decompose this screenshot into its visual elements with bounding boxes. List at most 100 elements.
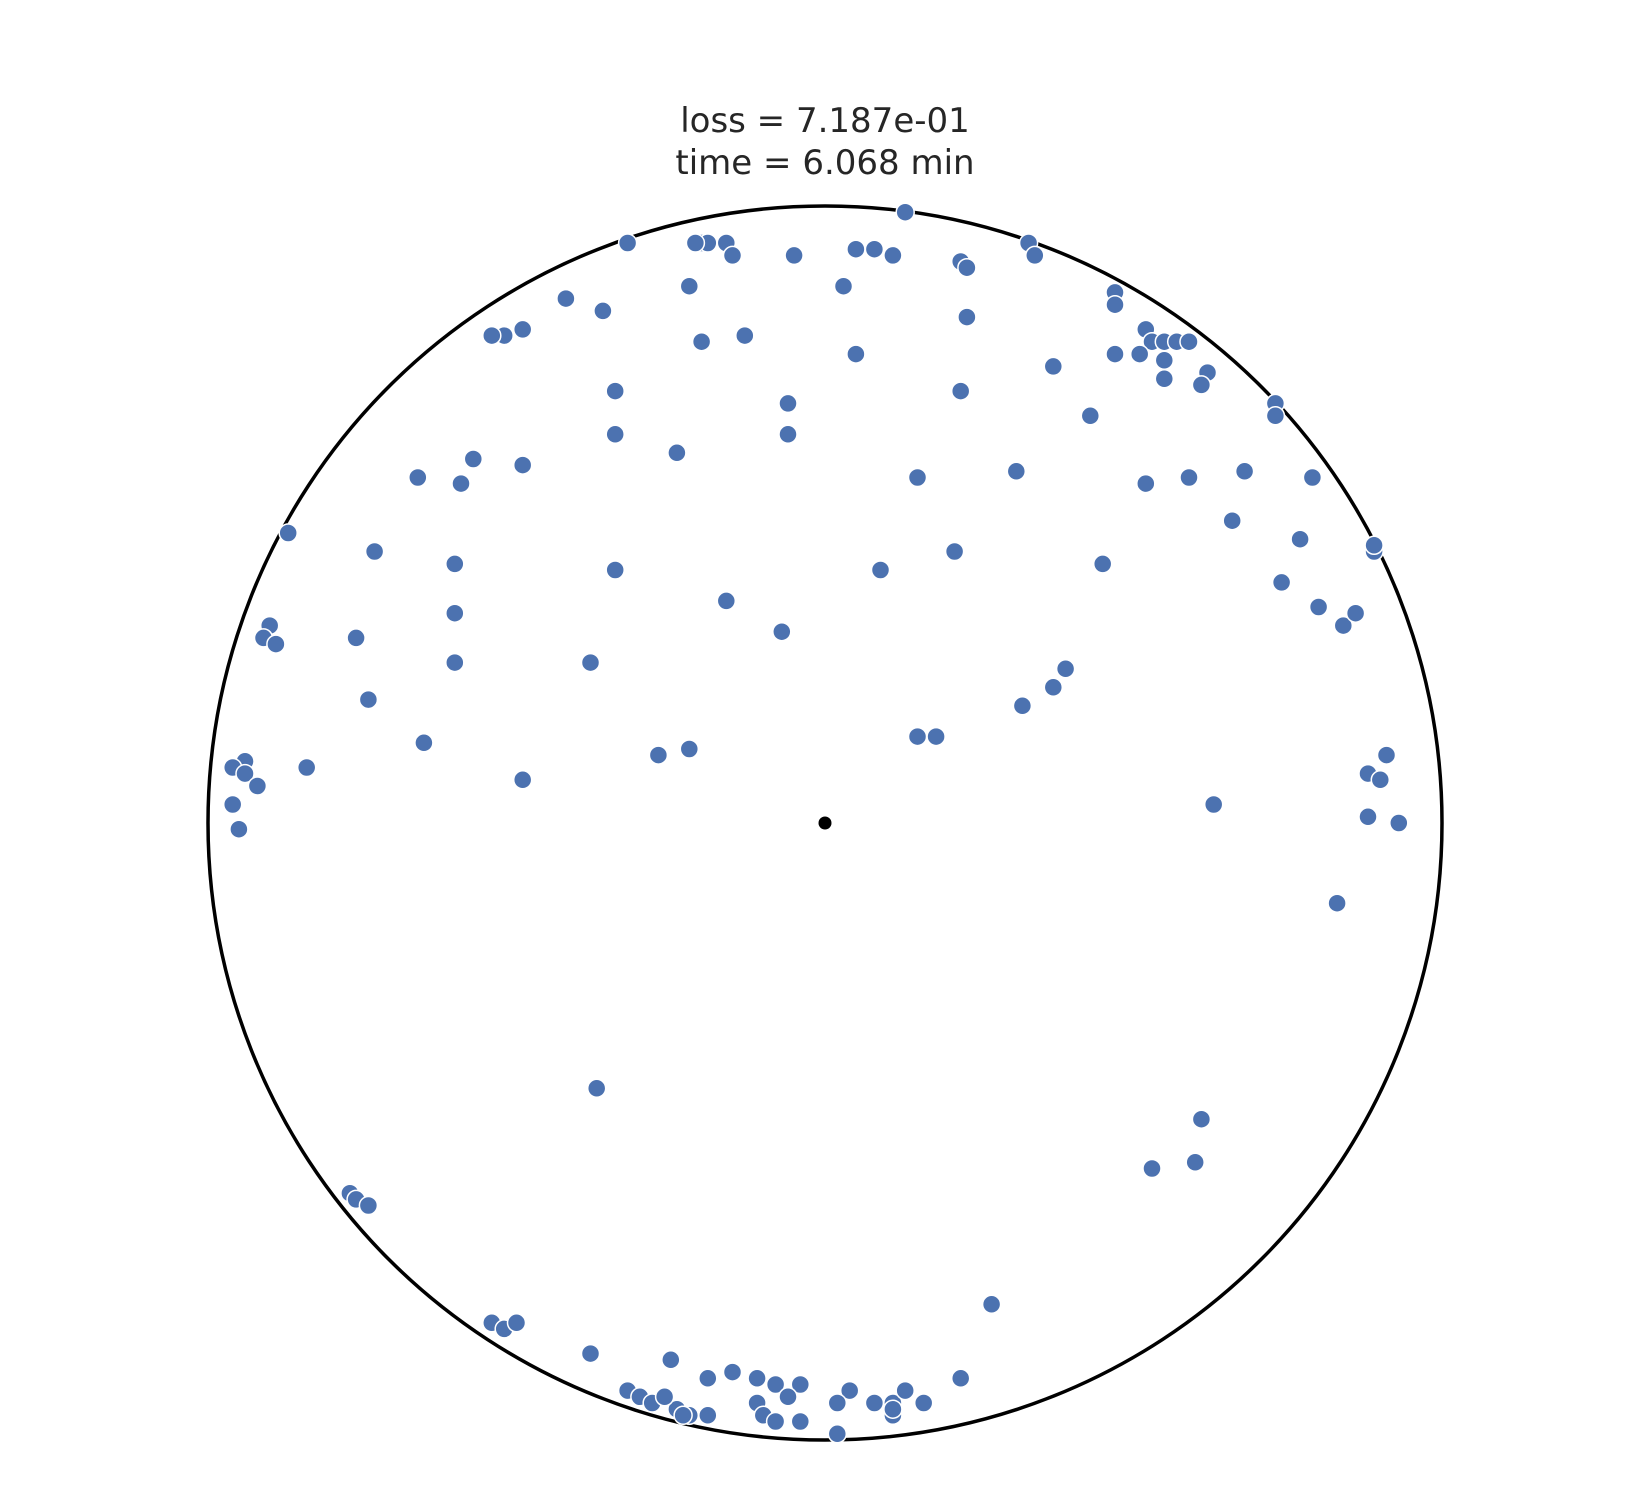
data-point-76	[772, 621, 792, 642]
chart-title-line-2: time = 6.068 min	[675, 143, 974, 183]
data-point-139	[827, 1393, 848, 1413]
data-point-86	[1012, 696, 1033, 716]
data-point-53	[907, 467, 928, 488]
data-point-3	[685, 233, 706, 253]
data-point-87	[414, 733, 434, 753]
data-point-129	[765, 1411, 786, 1432]
data-point-108	[1191, 1109, 1212, 1129]
data-point-9	[883, 245, 903, 266]
data-point-10	[895, 202, 915, 222]
data-point-65	[870, 560, 891, 580]
data-point-64	[605, 560, 625, 580]
data-point-128	[790, 1411, 811, 1432]
data-point-21	[512, 319, 533, 340]
data-point-6	[784, 245, 804, 266]
data-point-49	[451, 473, 471, 494]
data-point-72	[1333, 615, 1354, 636]
data-point-36	[1043, 356, 1064, 377]
data-point-113	[358, 1195, 379, 1216]
data-point-39	[1191, 375, 1212, 395]
data-point-44	[1265, 406, 1286, 426]
data-point-17	[556, 288, 576, 309]
data-point-81	[445, 652, 465, 673]
data-point-122	[747, 1368, 767, 1389]
data-point-101	[222, 794, 243, 815]
data-point-24	[846, 344, 866, 364]
data-point-144	[950, 1368, 971, 1389]
data-point-89	[679, 739, 700, 759]
data-point-48	[667, 443, 687, 463]
data-point-73	[1345, 603, 1366, 623]
data-point-0	[617, 233, 638, 253]
data-point-63	[445, 554, 465, 574]
data-point-85	[358, 689, 379, 710]
data-point-69	[1364, 535, 1384, 556]
data-point-145	[913, 1393, 934, 1413]
data-point-35	[1154, 350, 1175, 371]
data-point-57	[1234, 461, 1255, 482]
data-point-12	[957, 257, 977, 278]
data-point-33	[1105, 344, 1125, 364]
data-point-84	[1043, 677, 1064, 698]
data-point-140	[864, 1393, 885, 1413]
data-point-34	[1129, 344, 1150, 364]
data-point-45	[1080, 406, 1101, 426]
data-point-40	[605, 381, 625, 401]
data-point-32	[1179, 331, 1199, 352]
data-point-47	[778, 424, 798, 445]
data-point-55	[1136, 473, 1156, 494]
data-point-118	[580, 1343, 601, 1364]
data-point-106	[1327, 893, 1347, 913]
data-point-67	[1092, 554, 1113, 574]
data-point-51	[512, 455, 533, 475]
data-point-97	[512, 770, 533, 790]
data-point-99	[1370, 770, 1391, 790]
data-point-119	[661, 1350, 681, 1370]
data-point-95	[247, 776, 268, 796]
data-point-109	[1142, 1158, 1162, 1179]
data-point-56	[1179, 467, 1199, 488]
data-point-137	[673, 1405, 693, 1426]
data-point-88	[648, 745, 669, 765]
data-point-96	[296, 757, 317, 778]
data-point-20	[482, 325, 502, 346]
data-point-114	[981, 1294, 1002, 1315]
chart-title-line-1: loss = 7.187e-01	[680, 101, 970, 141]
data-point-104	[1358, 807, 1378, 827]
unit-circle-boundary	[206, 204, 1444, 1442]
data-point-61	[278, 523, 298, 543]
data-point-138	[839, 1380, 860, 1401]
data-point-46	[605, 424, 625, 445]
data-point-100	[1376, 745, 1397, 765]
data-point-23	[735, 325, 755, 346]
data-point-79	[266, 634, 286, 654]
data-points	[222, 202, 1409, 1444]
data-point-91	[926, 726, 946, 747]
data-point-58	[1302, 467, 1323, 488]
data-point-124	[790, 1374, 811, 1395]
data-point-27	[1105, 294, 1125, 315]
data-point-8	[864, 239, 885, 259]
data-point-62	[364, 541, 385, 562]
data-point-14	[1025, 245, 1045, 266]
data-point-75	[716, 591, 737, 611]
data-point-147	[883, 1399, 903, 1419]
data-point-126	[778, 1387, 798, 1407]
data-point-71	[1308, 597, 1329, 617]
data-point-121	[722, 1362, 743, 1382]
data-point-52	[408, 467, 428, 488]
data-point-105	[1389, 813, 1409, 833]
data-point-107	[586, 1078, 607, 1099]
data-point-42	[950, 381, 971, 401]
data-point-90	[907, 726, 928, 747]
data-point-117	[506, 1313, 527, 1333]
data-point-135	[654, 1387, 675, 1407]
data-point-22	[691, 331, 712, 352]
data-point-82	[580, 652, 601, 673]
data-point-83	[1055, 659, 1076, 679]
data-point-16	[833, 276, 854, 296]
data-point-59	[1222, 510, 1242, 531]
data-point-123	[765, 1374, 786, 1395]
data-point-60	[1290, 529, 1310, 549]
